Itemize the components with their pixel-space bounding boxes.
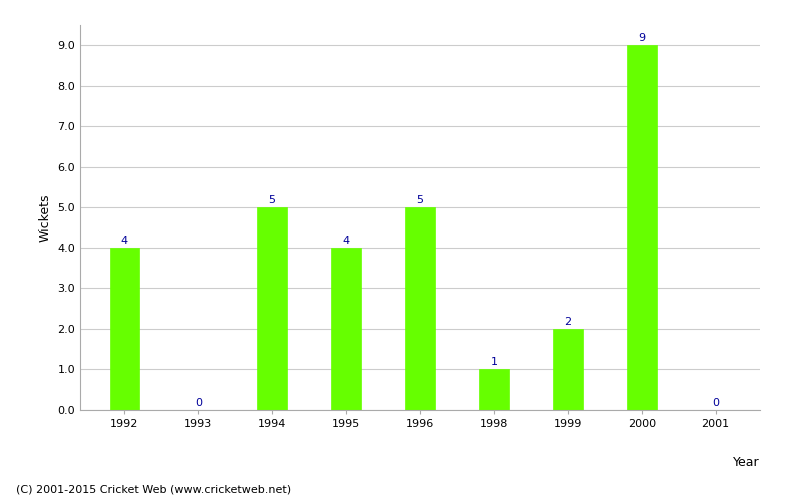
Bar — [627, 46, 657, 410]
Bar — [406, 208, 434, 410]
Text: 1: 1 — [490, 358, 498, 368]
Text: 5: 5 — [269, 196, 276, 205]
Text: 5: 5 — [417, 196, 423, 205]
Text: 4: 4 — [121, 236, 128, 246]
Bar — [110, 248, 139, 410]
Bar — [479, 370, 509, 410]
Text: 0: 0 — [712, 398, 719, 408]
Bar — [553, 329, 582, 410]
Y-axis label: Wickets: Wickets — [39, 193, 52, 242]
Bar — [258, 208, 287, 410]
Text: 0: 0 — [194, 398, 202, 408]
Bar — [331, 248, 361, 410]
Text: 9: 9 — [638, 33, 646, 43]
Text: Year: Year — [734, 456, 760, 469]
Text: 2: 2 — [564, 317, 571, 327]
Text: 4: 4 — [342, 236, 350, 246]
Text: (C) 2001-2015 Cricket Web (www.cricketweb.net): (C) 2001-2015 Cricket Web (www.cricketwe… — [16, 485, 291, 495]
